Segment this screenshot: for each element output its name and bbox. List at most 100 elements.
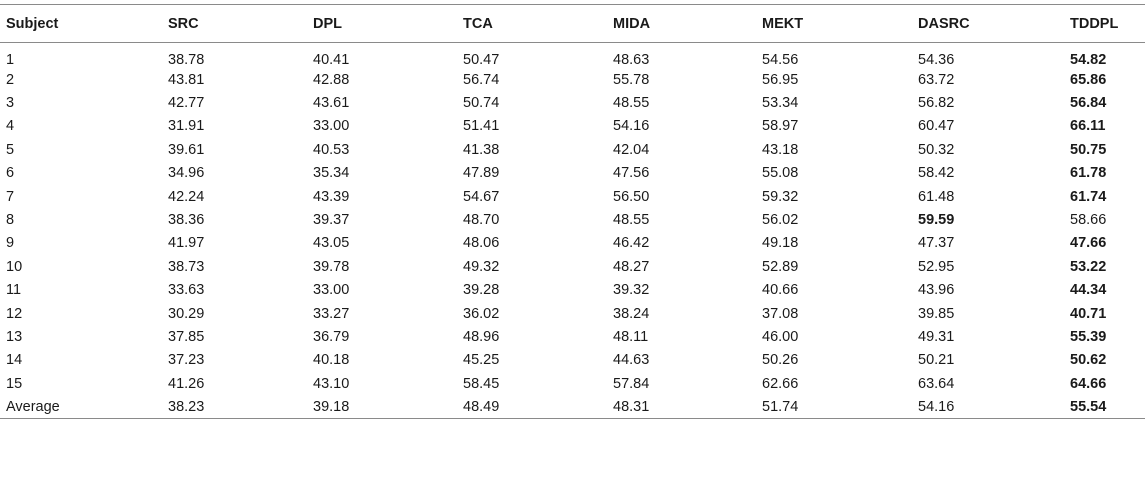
- cell-dasrc: 43.96: [918, 282, 955, 299]
- cell-tddpl: 64.66: [1070, 375, 1107, 392]
- table-row: 1 38.78 40.41 50.47 48.63 54.56 54.36 54.82: [0, 43, 1145, 68]
- cell-tca: 48.70: [463, 212, 500, 229]
- table-row: 10 38.73 39.78 49.32 48.27 52.89 52.95 53.22: [0, 255, 1145, 278]
- cell-tddpl: 65.86: [1070, 71, 1107, 88]
- header-dpl: DPL: [313, 15, 342, 32]
- header-mekt: MEKT: [762, 15, 804, 32]
- table-row: 2 43.81 42.88 56.74 55.78 56.95 63.72 65.86: [0, 68, 1145, 91]
- cell-subject: 14: [6, 352, 23, 369]
- cell-dpl: 43.61: [313, 95, 350, 112]
- cell-mida: 54.16: [613, 118, 650, 135]
- cell-dpl: 39.78: [313, 258, 350, 275]
- table-row: 6 34.96 35.34 47.89 47.56 55.08 58.42 61.78: [0, 162, 1145, 185]
- table-row: Average 38.23 39.18 48.49 48.31 51.74 54.16 55.…: [0, 395, 1145, 419]
- cell-mida: 46.42: [613, 235, 650, 252]
- cell-mekt: 59.32: [762, 188, 799, 205]
- cell-tddpl: 40.71: [1070, 305, 1107, 322]
- cell-mida: 48.11: [613, 328, 649, 345]
- cell-dasrc: 61.48: [918, 188, 955, 205]
- cell-subject: 9: [6, 235, 15, 252]
- table-row: 8 38.36 39.37 48.70 48.55 56.02 59.59 58.66: [0, 208, 1145, 231]
- cell-subject: 11: [6, 282, 22, 299]
- cell-tca: 45.25: [463, 352, 500, 369]
- cell-dasrc: 60.47: [918, 118, 955, 135]
- results-table: Subject SRC DPL TCA MIDA MEKT DASRC TDDP…: [0, 4, 1145, 419]
- table-row: 15 41.26 43.10 58.45 57.84 62.66 63.64 64.66: [0, 372, 1145, 395]
- cell-src: 37.85: [168, 328, 205, 345]
- cell-src: 31.91: [168, 118, 205, 135]
- cell-dasrc: 54.36: [918, 52, 955, 68]
- cell-src: 43.81: [168, 71, 205, 88]
- cell-mida: 56.50: [613, 188, 650, 205]
- cell-dasrc: 59.59: [918, 212, 955, 229]
- table-row: 4 31.91 33.00 51.41 54.16 58.97 60.47 66.11: [0, 115, 1145, 138]
- cell-mekt: 56.95: [762, 71, 799, 88]
- cell-subject: 8: [6, 212, 15, 229]
- cell-mida: 48.55: [613, 212, 650, 229]
- cell-mida: 47.56: [613, 165, 650, 182]
- cell-tca: 49.32: [463, 258, 500, 275]
- header-dasrc: DASRC: [918, 15, 970, 32]
- cell-tddpl: 55.54: [1070, 398, 1107, 415]
- cell-dpl: 35.34: [313, 165, 350, 182]
- table-row: 3 42.77 43.61 50.74 48.55 53.34 56.82 56.84: [0, 91, 1145, 114]
- cell-dasrc: 39.85: [918, 305, 955, 322]
- cell-tddpl: 53.22: [1070, 258, 1107, 275]
- cell-tddpl: 55.39: [1070, 328, 1107, 345]
- table-row: 7 42.24 43.39 54.67 56.50 59.32 61.48 61.74: [0, 185, 1145, 208]
- cell-tddpl: 58.66: [1070, 212, 1107, 229]
- cell-mida: 48.63: [613, 52, 650, 68]
- table-header-row: Subject SRC DPL TCA MIDA MEKT DASRC TDDP…: [0, 4, 1145, 43]
- cell-dpl: 43.10: [313, 375, 350, 392]
- cell-mekt: 49.18: [762, 235, 799, 252]
- cell-dasrc: 58.42: [918, 165, 955, 182]
- cell-src: 38.73: [168, 258, 205, 275]
- cell-mekt: 53.34: [762, 95, 799, 112]
- cell-subject: 2: [6, 71, 15, 88]
- cell-tca: 36.02: [463, 305, 500, 322]
- cell-dasrc: 52.95: [918, 258, 955, 275]
- cell-subject: 6: [6, 165, 15, 182]
- cell-tca: 51.41: [463, 118, 500, 135]
- cell-mekt: 58.97: [762, 118, 799, 135]
- cell-dasrc: 56.82: [918, 95, 955, 112]
- cell-tca: 56.74: [463, 71, 500, 88]
- cell-tca: 50.47: [463, 52, 500, 68]
- cell-mekt: 51.74: [762, 398, 799, 415]
- table-row: 13 37.85 36.79 48.96 48.11 46.00 49.31 55.39: [0, 325, 1145, 348]
- cell-mekt: 50.26: [762, 352, 799, 369]
- cell-tddpl: 66.11: [1070, 118, 1106, 135]
- cell-src: 30.29: [168, 305, 205, 322]
- cell-dpl: 33.00: [313, 282, 350, 299]
- cell-mida: 48.27: [613, 258, 650, 275]
- table-row: 12 30.29 33.27 36.02 38.24 37.08 39.85 40.71: [0, 302, 1145, 325]
- cell-dpl: 40.41: [313, 52, 350, 68]
- table-row: 14 37.23 40.18 45.25 44.63 50.26 50.21 50.62: [0, 349, 1145, 372]
- cell-subject: 13: [6, 328, 23, 345]
- cell-tca: 47.89: [463, 165, 500, 182]
- cell-tca: 48.96: [463, 328, 500, 345]
- table-row: 11 33.63 33.00 39.28 39.32 40.66 43.96 44.34: [0, 279, 1145, 302]
- cell-mida: 42.04: [613, 141, 650, 158]
- cell-tca: 50.74: [463, 95, 500, 112]
- cell-dasrc: 50.32: [918, 141, 955, 158]
- cell-subject: 4: [6, 118, 15, 135]
- cell-dasrc: 49.31: [918, 328, 955, 345]
- cell-tca: 39.28: [463, 282, 500, 299]
- table-row: 5 39.61 40.53 41.38 42.04 43.18 50.32 50.75: [0, 138, 1145, 161]
- cell-tddpl: 50.75: [1070, 141, 1107, 158]
- header-subject: Subject: [6, 15, 59, 32]
- cell-mekt: 37.08: [762, 305, 799, 322]
- header-mida: MIDA: [613, 15, 651, 32]
- cell-tca: 54.67: [463, 188, 500, 205]
- cell-mida: 55.78: [613, 71, 650, 88]
- cell-subject: 1: [6, 52, 15, 68]
- cell-tca: 41.38: [463, 141, 500, 158]
- cell-tca: 58.45: [463, 375, 500, 392]
- cell-dpl: 33.00: [313, 118, 350, 135]
- cell-subject: 12: [6, 305, 23, 322]
- cell-mida: 57.84: [613, 375, 650, 392]
- cell-src: 37.23: [168, 352, 205, 369]
- cell-mida: 44.63: [613, 352, 650, 369]
- cell-tddpl: 61.74: [1070, 188, 1107, 205]
